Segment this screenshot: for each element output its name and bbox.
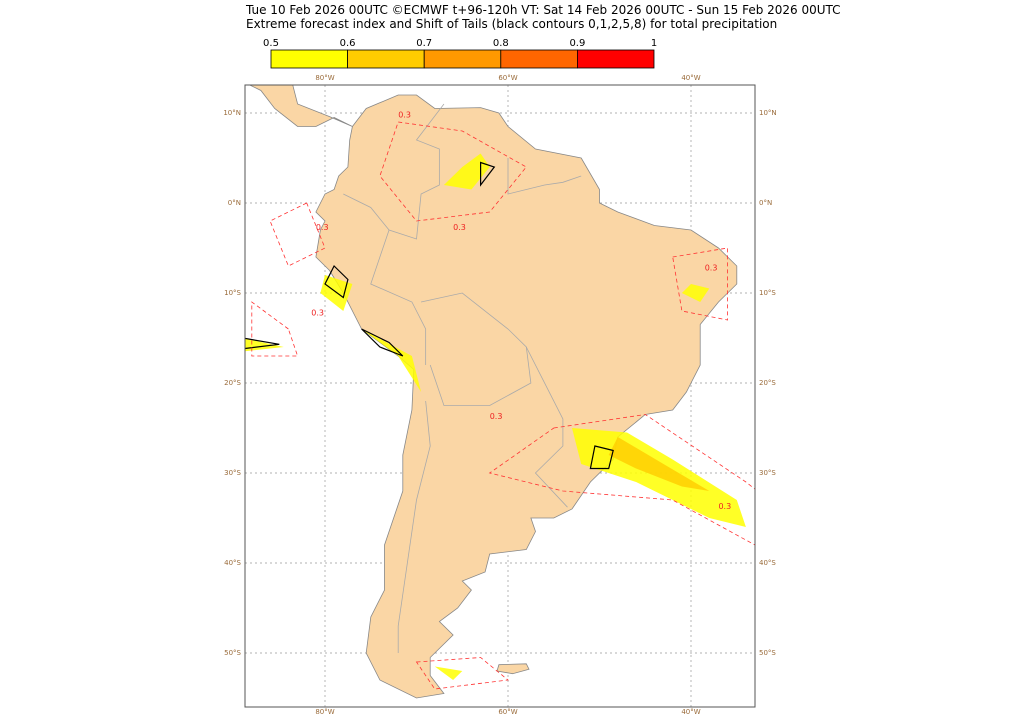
colorbar-tick-label: 0.6 — [340, 38, 356, 49]
colorbar-segment — [577, 49, 655, 69]
lat-label: 20°S — [759, 379, 776, 387]
border — [420, 292, 532, 406]
lat-label: 20°S — [224, 379, 241, 387]
colorbar-segment — [347, 49, 425, 69]
lat-label: 40°S — [759, 559, 776, 567]
colorbar-segment — [423, 49, 502, 69]
colorbar-segment — [270, 49, 348, 69]
contour-label: 0.3 — [311, 309, 324, 318]
land — [248, 85, 353, 127]
lon-label: 40°W — [681, 708, 700, 716]
contour-label: 0.3 — [398, 111, 411, 120]
lat-label: 30°S — [224, 469, 241, 477]
lat-label: 30°S — [759, 469, 776, 477]
land — [315, 94, 738, 699]
colorbar-tick-label: 0.8 — [493, 38, 509, 49]
sot-contour — [361, 328, 404, 357]
efi-area — [434, 666, 463, 680]
colorbar-tick-label: 0.5 — [263, 38, 279, 49]
lat-label: 50°S — [224, 649, 241, 657]
lon-label: 80°W — [315, 74, 334, 82]
lat-label: 40°S — [224, 559, 241, 567]
lat-label: 0°N — [228, 199, 241, 207]
map-frame — [244, 84, 756, 708]
border — [525, 346, 568, 508]
efi-contour — [672, 247, 728, 321]
title-line: Tue 10 Feb 2026 00UTC ©ECMWF t+96-120h V… — [245, 3, 841, 17]
lat-label: 10°N — [223, 109, 241, 117]
colorbar-tick-label: 1 — [651, 38, 657, 49]
efi-area — [608, 437, 710, 491]
contour-label: 0.3 — [453, 223, 466, 232]
lat-label: 10°S — [759, 289, 776, 297]
efi-contour — [415, 657, 509, 690]
efi-contour — [379, 121, 527, 222]
lon-label: 40°W — [681, 74, 700, 82]
lon-label: 60°W — [498, 74, 517, 82]
land — [496, 663, 530, 675]
sot-contour — [324, 264, 349, 299]
lat-label: 10°N — [759, 109, 777, 117]
border — [397, 400, 431, 653]
lat-label: 10°S — [224, 289, 241, 297]
lat-label: 50°S — [759, 649, 776, 657]
lon-label: 60°W — [498, 708, 517, 716]
border — [507, 158, 582, 195]
lat-label: 0°N — [759, 199, 772, 207]
map-area: 0.3 0.3 0.3 0.3 0.3 0.3 0.3 — [245, 85, 755, 707]
colorbar-tick-label: 0.7 — [416, 38, 432, 49]
efi-area — [443, 153, 490, 190]
colorbar-segment — [500, 49, 578, 69]
lon-label: 80°W — [315, 708, 334, 716]
contour-label: 0.3 — [316, 223, 329, 232]
sot-contour — [480, 161, 496, 187]
efi-area — [681, 284, 710, 302]
efi-area — [572, 428, 746, 527]
efi-contour — [251, 301, 299, 357]
subtitle-line: Extreme forecast index and Shift of Tail… — [246, 17, 777, 31]
contour-label: 0.3 — [718, 502, 731, 511]
efi-area — [245, 338, 284, 352]
efi-area — [361, 329, 422, 392]
colorbar-tick-label: 0.9 — [569, 38, 585, 49]
border — [370, 229, 427, 365]
sot-contour — [245, 337, 280, 350]
border — [343, 103, 445, 240]
contour-label: 0.3 — [705, 264, 718, 273]
contour-label: 0.3 — [490, 412, 503, 421]
sot-contour — [589, 445, 614, 470]
